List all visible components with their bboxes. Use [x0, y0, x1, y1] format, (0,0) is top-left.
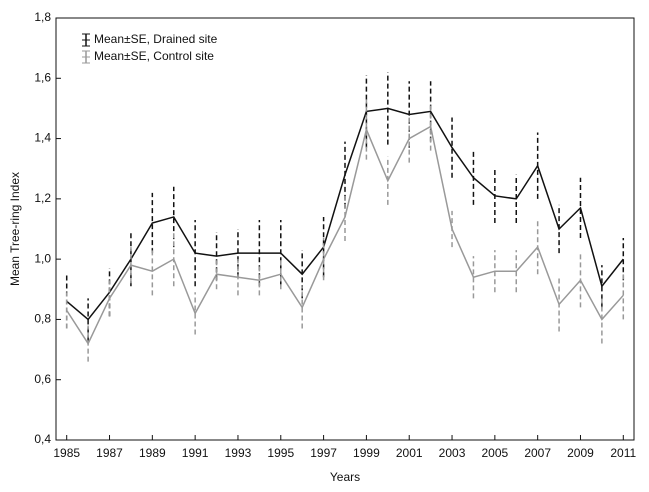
x-tick-label: 1991 — [182, 446, 209, 460]
y-tick-label: 0,8 — [34, 312, 51, 326]
y-axis-label: Mean Tree-ring Index — [8, 172, 22, 286]
x-tick-label: 2003 — [439, 446, 466, 460]
y-tick-label: 1,8 — [34, 10, 51, 24]
x-tick-label: 2001 — [396, 446, 423, 460]
y-tick-label: 1,2 — [34, 191, 51, 205]
y-tick-label: 1,0 — [34, 251, 51, 265]
plot-frame — [55, 17, 635, 441]
legend-label: Mean±SE, Drained site — [94, 32, 218, 46]
x-tick-label: 2005 — [482, 446, 509, 460]
x-tick-label: 1989 — [139, 446, 166, 460]
x-tick-label: 1993 — [225, 446, 252, 460]
x-tick-label: 2011 — [610, 446, 636, 460]
y-tick-label: 0,6 — [34, 372, 51, 386]
x-tick-label: 1985 — [53, 446, 80, 460]
x-axis-label: Years — [330, 470, 360, 484]
x-tick-label: 1999 — [353, 446, 380, 460]
x-tick-label: 1997 — [310, 446, 337, 460]
x-tick-label: 2007 — [524, 446, 551, 460]
y-tick-label: 1,4 — [34, 131, 51, 145]
series-line — [66, 107, 624, 321]
y-tick-label: 1,6 — [34, 70, 51, 84]
x-tick-label: 1987 — [96, 446, 123, 460]
series-line — [66, 125, 624, 346]
x-tick-label: 2009 — [567, 446, 594, 460]
x-tick-label: 1995 — [267, 446, 294, 460]
legend-label: Mean±SE, Control site — [94, 49, 214, 63]
y-tick-label: 0,4 — [34, 432, 51, 446]
